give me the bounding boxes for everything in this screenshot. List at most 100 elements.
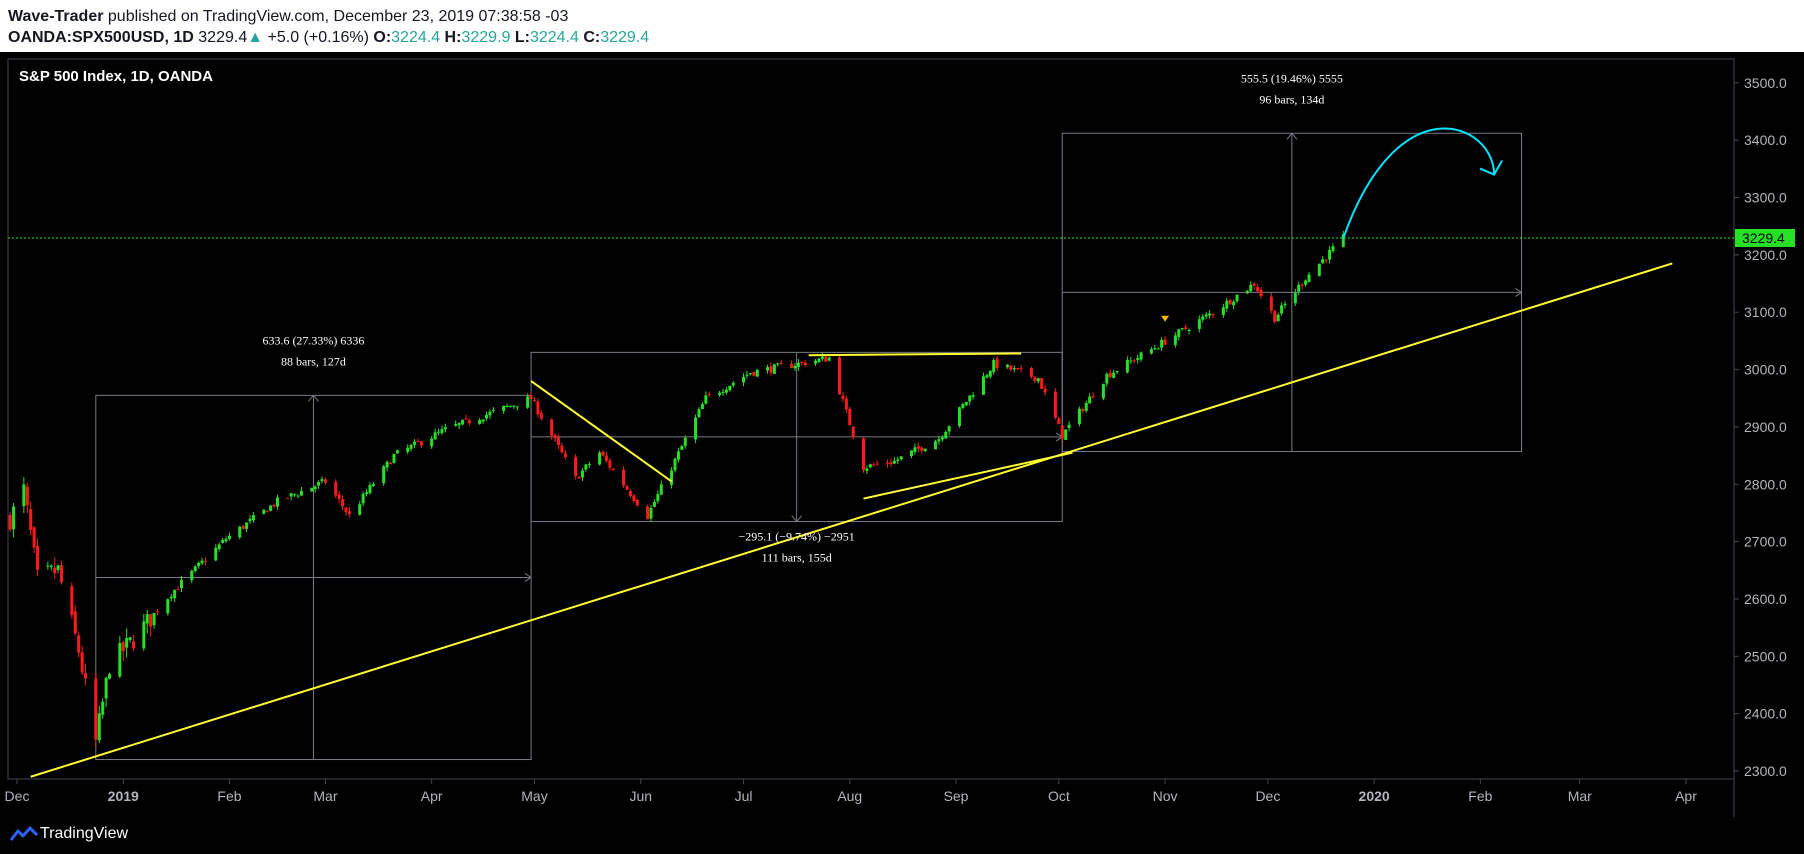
- candle-body: [769, 366, 773, 373]
- candle-body: [766, 367, 770, 371]
- candle-body: [361, 493, 365, 504]
- candle-body: [443, 427, 447, 430]
- candle-body: [574, 457, 578, 476]
- candle-body: [896, 459, 900, 461]
- y-tick-label: 3300.0: [1744, 190, 1787, 206]
- candle-body: [389, 462, 393, 465]
- y-tick-label: 2700.0: [1744, 534, 1787, 550]
- candle-body: [320, 479, 324, 482]
- candle-body: [1129, 360, 1133, 362]
- measure-v-arrow: [791, 515, 803, 523]
- candle-body: [365, 492, 369, 495]
- candle-body: [961, 404, 965, 409]
- candle-body: [1009, 365, 1013, 370]
- candle-body: [587, 464, 591, 466]
- x-tick-label: May: [521, 788, 547, 804]
- candle-body: [656, 494, 660, 502]
- candle-body: [395, 450, 399, 454]
- candle-body: [457, 422, 461, 426]
- x-tick-label: Oct: [1048, 788, 1070, 804]
- open-label: O:: [373, 29, 392, 46]
- candle-body: [1043, 388, 1047, 393]
- candle-body: [745, 374, 749, 376]
- candle-body: [317, 482, 321, 486]
- candle-body: [1132, 360, 1136, 362]
- candle-body: [156, 611, 160, 613]
- candle-body: [251, 515, 255, 521]
- candle-body: [933, 441, 937, 450]
- candle-body: [371, 484, 375, 487]
- candle-body: [1136, 358, 1140, 360]
- candle-body: [121, 642, 125, 652]
- candle-body: [721, 391, 725, 393]
- price-chart[interactable]: 633.6 (27.33%) 6336 88 bars, 127d −295.1 (…: [0, 52, 1804, 817]
- candle-body: [344, 507, 348, 513]
- tradingview-logo-icon[interactable]: [10, 825, 38, 843]
- price-change: +5.0 (+0.16%): [267, 29, 369, 46]
- candle-body: [347, 511, 351, 515]
- candle-body: [1259, 289, 1263, 297]
- candle-body: [526, 396, 530, 408]
- candle-body: [800, 361, 804, 363]
- brand-name[interactable]: TradingView: [40, 825, 129, 842]
- candle-body: [289, 493, 293, 497]
- candle-body: [286, 497, 290, 499]
- candle-body: [550, 419, 554, 436]
- plot-frame: [7, 58, 1735, 780]
- candle-body: [724, 389, 728, 393]
- candle-body: [200, 560, 204, 564]
- candle-body: [676, 451, 680, 460]
- candle-body: [485, 414, 489, 419]
- symbol-name[interactable]: OANDA:SPX500USD, 1D: [8, 29, 194, 46]
- y-tick-label: 2500.0: [1744, 648, 1787, 664]
- x-tick-label: Jun: [629, 788, 652, 804]
- candle-body: [553, 435, 557, 439]
- candle-body: [560, 445, 564, 453]
- candle-body: [80, 652, 84, 673]
- candle-body: [628, 491, 632, 497]
- candle-body: [718, 392, 722, 396]
- measure-sublabel: 96 bars, 134d: [1259, 92, 1324, 106]
- candle-body: [988, 370, 992, 377]
- candle-body: [848, 408, 852, 426]
- candle-body: [707, 393, 711, 395]
- candle-body: [293, 494, 297, 496]
- candle-body: [1064, 429, 1068, 440]
- candle-body: [108, 674, 112, 679]
- candle-body: [1005, 364, 1009, 368]
- candle-body: [1012, 368, 1016, 370]
- close-value: 3229.4: [600, 29, 650, 46]
- candle-body: [84, 672, 88, 679]
- close-label: C:: [583, 29, 601, 46]
- candle-body: [1293, 292, 1297, 304]
- candle-body: [851, 426, 855, 438]
- candle-body: [971, 395, 975, 397]
- candle-body: [505, 405, 509, 407]
- candle-body: [368, 484, 372, 494]
- candle-body: [909, 450, 913, 457]
- trendline: [30, 262, 1673, 778]
- candle-body: [1245, 290, 1249, 294]
- candle-body: [892, 460, 896, 464]
- author-name[interactable]: Wave-Trader: [8, 8, 104, 25]
- candle-body: [861, 438, 865, 471]
- candle-body: [838, 357, 842, 395]
- candle-body: [464, 418, 468, 420]
- candle-body: [625, 486, 629, 490]
- candle-body: [430, 438, 434, 447]
- candle-body: [173, 589, 177, 599]
- candle-body: [502, 405, 506, 411]
- x-tick-label: 2020: [1359, 788, 1390, 804]
- measure-sublabel: 88 bars, 127d: [281, 354, 346, 368]
- last-price: 3229.4: [198, 29, 248, 46]
- candle-body: [392, 454, 396, 463]
- candle-body: [1084, 402, 1088, 411]
- candle-body: [776, 363, 780, 365]
- candle-body: [1115, 371, 1119, 373]
- candle-body: [803, 362, 807, 366]
- candle-body: [1091, 396, 1095, 398]
- candle-body: [598, 452, 602, 465]
- candle-body: [680, 445, 684, 450]
- candle-body: [1297, 284, 1301, 292]
- candle-body: [214, 547, 218, 561]
